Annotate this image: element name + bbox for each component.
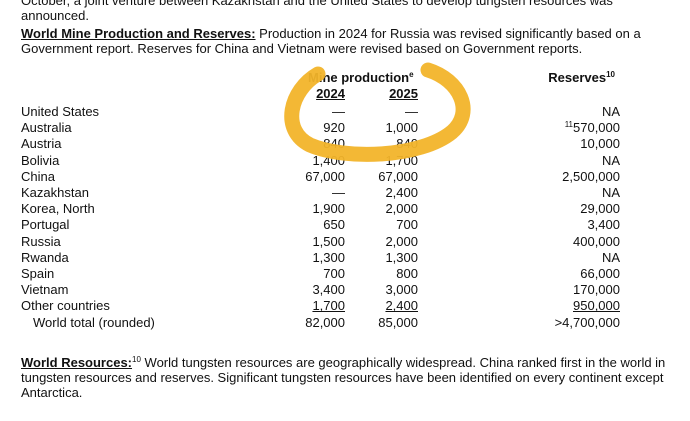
paragraph: World Mine Production and Reserves: Prod… xyxy=(21,26,681,56)
note: 10 xyxy=(132,355,141,364)
reserves-value: 29,000 xyxy=(580,201,620,217)
top-line: October, a joint venture between Kazakhs… xyxy=(21,0,613,23)
reserves-value: 950,000 xyxy=(573,298,620,314)
country: Vietnam xyxy=(21,282,69,298)
country: Portugal xyxy=(21,217,70,233)
note: 10 xyxy=(606,70,615,79)
value-2024: 1,500 xyxy=(312,233,345,249)
value-2024: — xyxy=(332,185,345,200)
reserves: 170,000 xyxy=(573,282,620,298)
year-header: 2025 xyxy=(389,86,418,101)
text: Reserves xyxy=(548,70,607,85)
value-2024: 920 xyxy=(323,120,345,136)
value-2025: 85,000 xyxy=(378,314,418,330)
reserves: 29,000 xyxy=(580,201,620,217)
country: Rwanda xyxy=(21,249,69,265)
reserves-value: 570,000 xyxy=(573,120,620,136)
reserves: 10,000 xyxy=(580,136,620,152)
text: World tungsten resources are geographica… xyxy=(21,355,666,400)
year-header: 2024 xyxy=(316,86,345,101)
country: Spain xyxy=(21,266,55,281)
reserves: 950,000 xyxy=(573,298,620,314)
reserves-value: NA xyxy=(601,104,620,119)
value-2025: 2,400 xyxy=(385,185,418,200)
value-2025: 67,000 xyxy=(378,168,418,184)
country: Austria xyxy=(21,136,62,152)
country: Korea, North xyxy=(21,201,95,217)
value-2025: 840 xyxy=(396,136,418,152)
country: Other countries xyxy=(21,298,110,314)
heading: World Mine Production and Reserves: xyxy=(21,26,256,41)
value-2025: 700 xyxy=(396,217,418,233)
value-2025: 2,000 xyxy=(385,233,418,249)
country: China xyxy=(21,168,55,184)
value-2024: 1,700 xyxy=(312,298,345,314)
reserves: >4,700,000 xyxy=(555,315,620,331)
country: United States xyxy=(21,104,100,119)
value-2024: 3,400 xyxy=(312,282,345,298)
reserves-value: >4,700,000 xyxy=(554,314,620,330)
reserves: 3,400 xyxy=(587,217,620,233)
reserves: NA xyxy=(602,250,620,266)
value-2024: 1,900 xyxy=(312,201,345,217)
value-2025: 1,700 xyxy=(385,152,418,168)
value-2024: 67,000 xyxy=(305,168,345,184)
text: Production in 2024 for Russia was revise… xyxy=(21,26,641,56)
value-2025: 3,000 xyxy=(385,282,418,298)
reserves: 400,000 xyxy=(573,234,620,250)
reserves-value: 3,400 xyxy=(587,217,620,233)
value-2025: 2,400 xyxy=(385,298,418,314)
value-2025: 800 xyxy=(396,266,418,281)
country: Bolivia xyxy=(21,152,60,168)
reserves-header: Reserves10 xyxy=(548,70,615,86)
reserves: 11570,000 xyxy=(565,120,620,136)
header: Mine productione xyxy=(308,70,414,86)
reserves-value: 400,000 xyxy=(573,233,620,249)
reserves: 66,000 xyxy=(580,266,620,282)
reserves: NA xyxy=(602,153,620,169)
value-2024: 82,000 xyxy=(305,314,345,330)
reserves-value: NA xyxy=(601,249,620,265)
note: 11 xyxy=(564,120,573,130)
reserves: 2,500,000 xyxy=(562,169,620,185)
country: Kazakhstan xyxy=(21,185,89,200)
value-2025: 1,000 xyxy=(385,120,418,136)
value-2025: 2,000 xyxy=(385,201,418,217)
reserves-value: 170,000 xyxy=(573,282,620,298)
reserves: NA xyxy=(602,185,620,201)
reserves: NA xyxy=(602,104,620,120)
reserves-value: NA xyxy=(601,185,620,200)
country: Russia xyxy=(21,233,61,249)
value-2025: — xyxy=(405,104,418,119)
value-2024: 700 xyxy=(323,266,345,281)
reserves-value: 10,000 xyxy=(580,136,620,152)
value-2025: 1,300 xyxy=(385,249,418,265)
value-2024: 1,400 xyxy=(312,152,345,168)
country: World total (rounded) xyxy=(33,314,155,330)
reserves-value: 66,000 xyxy=(580,266,620,281)
heading: World Resources: xyxy=(21,355,133,370)
value-2024: 650 xyxy=(323,217,345,233)
value-2024: 1,300 xyxy=(312,249,345,265)
reserves-value: NA xyxy=(601,152,620,168)
country: Australia xyxy=(21,120,72,136)
note: e xyxy=(409,70,414,79)
value-2024: 840 xyxy=(323,136,345,152)
paragraph: World Resources:10 World tungsten resour… xyxy=(21,355,681,400)
value-2024: — xyxy=(332,104,345,119)
production-header: Mine production xyxy=(308,70,410,85)
reserves-value: 2,500,000 xyxy=(562,168,620,184)
